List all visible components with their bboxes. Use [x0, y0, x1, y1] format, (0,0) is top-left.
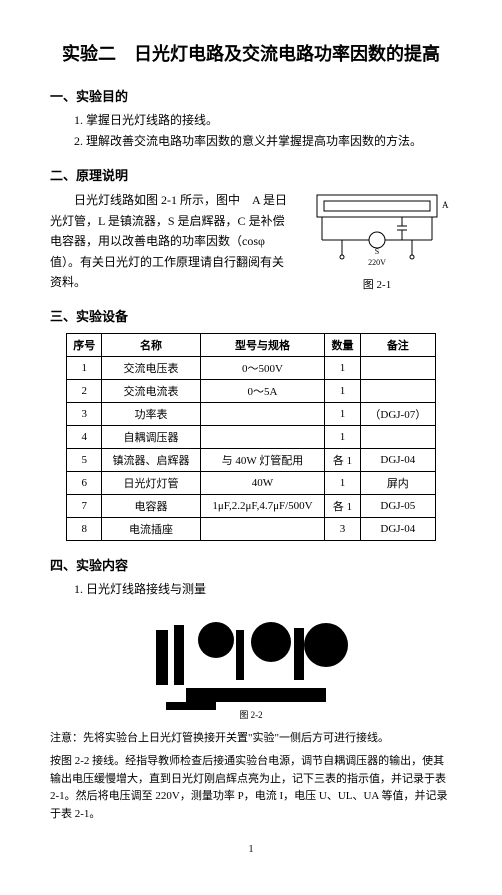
table-row: 4自耦调压器1 — [67, 426, 436, 449]
circuit-svg: 220V A S — [302, 190, 452, 270]
table-row: 8电流插座3DGJ-04 — [67, 518, 436, 541]
diag-220v: 220V — [368, 258, 386, 267]
section3-head: 三、实验设备 — [50, 306, 452, 325]
th-name: 名称 — [102, 334, 200, 357]
diag-a-label: A — [442, 200, 449, 210]
table-row: 1交流电压表0～500V1 — [67, 357, 436, 380]
section1-head: 一、实验目的 — [50, 86, 452, 105]
th-seq: 序号 — [67, 334, 102, 357]
note-2: 按图 2-2 接线。经指导教师检查后接通实验台电源，调节自耦调压器的输出，使其输… — [50, 753, 452, 823]
table-header-row: 序号 名称 型号与规格 数量 备注 — [67, 334, 436, 357]
section4-head: 四、实验内容 — [50, 555, 452, 574]
section2-head: 二、原理说明 — [50, 165, 452, 184]
th-spec: 型号与规格 — [200, 334, 325, 357]
fig21-caption: 图 2-1 — [302, 276, 452, 292]
equipment-table: 序号 名称 型号与规格 数量 备注 1交流电压表0～500V1 2交流电流表0～… — [66, 333, 436, 541]
circuit-diagram: 220V A S 图 2-1 — [302, 190, 452, 292]
table-row: 5镇流器、启辉器与 40W 灯管配用各 1DGJ-04 — [67, 449, 436, 472]
s1-item2: 2. 理解改善交流电路功率因数的意义并掌握提高功率因数的方法。 — [50, 132, 452, 151]
table-row: 7电容器1μF,2.2μF,4.7μF/500V各 1DGJ-05 — [67, 495, 436, 518]
th-qty: 数量 — [325, 334, 360, 357]
principle-text: 日光灯线路如图 2-1 所示，图中 A 是日光灯管，L 是镇流器，S 是启辉器，… — [50, 190, 292, 292]
s4-item1: 1. 日光灯线路接线与测量 — [50, 580, 452, 599]
s1-item1: 1. 掌握日光灯线路的接线。 — [50, 111, 452, 130]
page-title: 实验二 日光灯电路及交流电路功率因数的提高 — [50, 40, 452, 66]
circuit-fig22: 图 2-2 — [126, 610, 376, 720]
table-row: 6日光灯灯管40W1屏内 — [67, 472, 436, 495]
table-row: 2交流电流表0～5A1 — [67, 380, 436, 403]
page-number: 1 — [50, 844, 452, 855]
th-note: 备注 — [360, 334, 435, 357]
fig22-caption: 图 2-2 — [239, 710, 262, 720]
principle-row: 日光灯线路如图 2-1 所示，图中 A 是日光灯管，L 是镇流器，S 是启辉器，… — [50, 190, 452, 292]
note-1: 注意：先将实验台上日光灯管换接开关置"实验"一侧后方可进行接线。 — [50, 730, 452, 748]
diag-s-label: S — [375, 247, 379, 256]
table-row: 3功率表1（DGJ-07） — [67, 403, 436, 426]
